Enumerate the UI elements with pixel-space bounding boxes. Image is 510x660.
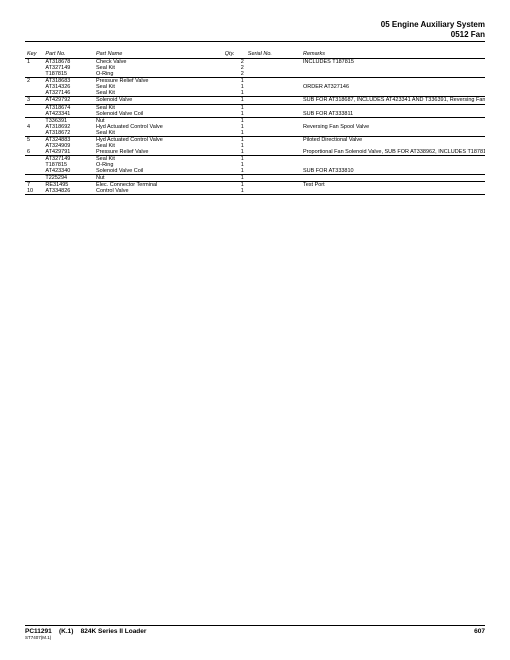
- footer-model: 824K Series II Loader: [81, 628, 147, 635]
- footer-page: 607: [474, 628, 485, 640]
- table-header-row: Key Part No. Part Name Qty. Serial No. R…: [25, 50, 485, 59]
- header-rule: [25, 41, 485, 42]
- col-name: Part Name: [94, 50, 223, 59]
- table-row: 3AT429792Solenoid Valve1 SUB FOR AT318687…: [25, 97, 485, 104]
- cell-remarks: Proportional Fan Solenoid Valve, SUB FOR…: [301, 149, 485, 156]
- col-remarks: Remarks: [301, 50, 485, 59]
- cell-key: 3: [25, 97, 43, 104]
- cell-key: [25, 175, 43, 182]
- cell-name: Control Valve: [94, 188, 223, 195]
- cell-qty: 1: [223, 97, 246, 104]
- cell-serial: [246, 175, 301, 182]
- cell-serial: [246, 188, 301, 195]
- cell-remarks: [301, 175, 485, 182]
- cell-serial: [246, 97, 301, 104]
- col-key: Key: [25, 50, 43, 59]
- header-section2: 0512 Fan: [25, 30, 485, 40]
- cell-remarks: SUB FOR AT318687, INCLUDES AT423341 AND …: [301, 97, 485, 104]
- cell-name: Solenoid Valve: [94, 97, 223, 104]
- footer-rev: (K.1): [59, 628, 73, 635]
- cell-key: 10: [25, 188, 43, 195]
- cell-name: Nut: [94, 175, 223, 182]
- page-footer: PC11291 (K.1) 824K Series II Loader ST74…: [25, 625, 485, 640]
- parts-table: Key Part No. Part Name Qty. Serial No. R…: [25, 50, 485, 195]
- footer-sub: ST7407(M.1): [25, 635, 146, 640]
- cell-qty: 1: [223, 188, 246, 195]
- col-qty: Qty.: [223, 50, 246, 59]
- col-serial: Serial No.: [246, 50, 301, 59]
- cell-remarks: [301, 188, 485, 195]
- cell-partno: AT334826: [43, 188, 94, 195]
- table-row: 10AT334826Control Valve1: [25, 188, 485, 195]
- cell-partno: T225294: [43, 175, 94, 182]
- table-row: T225294Nut1: [25, 175, 485, 182]
- cell-qty: 1: [223, 175, 246, 182]
- footer-doc: PC11291: [25, 628, 52, 635]
- cell-partno: AT429792: [43, 97, 94, 104]
- header-section1: 05 Engine Auxiliary System: [25, 20, 485, 30]
- col-partno: Part No.: [43, 50, 94, 59]
